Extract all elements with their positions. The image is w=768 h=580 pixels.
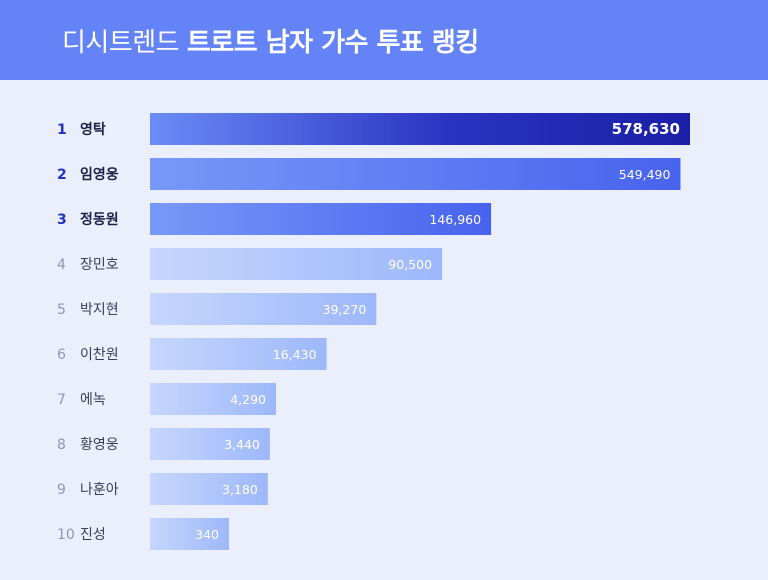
rank-label: 8 [57, 437, 66, 453]
singer-name: 박지현 [80, 302, 119, 318]
rank-label: 6 [57, 347, 66, 363]
bar [150, 248, 443, 280]
singer-name: 황영웅 [80, 437, 119, 453]
bar [150, 473, 268, 505]
singer-name: 에녹 [80, 392, 106, 408]
rank-label: 4 [57, 257, 66, 273]
singer-name: 진성 [80, 527, 106, 543]
value-label: 4,290 [230, 392, 266, 407]
bar [150, 293, 377, 325]
bar [150, 158, 681, 190]
rank-label: 9 [57, 482, 66, 498]
ranking-chart-svg: 1 영탁 578,630 2 임영웅 549,490 3 정동원 146,960 4 장민호 90,5… [57, 113, 690, 550]
brand-name: 디시트렌드 [62, 28, 180, 58]
value-label: 146,960 [429, 212, 481, 227]
singer-name: 장민호 [80, 257, 119, 273]
singer-name: 임영웅 [80, 166, 119, 183]
bar [150, 338, 327, 370]
bar [150, 203, 492, 235]
rank-label: 2 [57, 167, 67, 183]
value-label: 549,490 [619, 167, 671, 182]
singer-name: 정동원 [80, 211, 119, 228]
singer-name: 영탁 [80, 121, 106, 138]
value-label: 16,430 [273, 347, 317, 362]
singer-name: 이찬원 [80, 347, 119, 363]
value-label: 578,630 [612, 120, 680, 138]
singer-name: 나훈아 [80, 482, 119, 498]
ranking-chart: 1 영탁 578,630 2 임영웅 549,490 3 정동원 146,960 4 장민호 90,5… [0, 80, 768, 580]
value-label: 39,270 [323, 302, 367, 317]
rank-label: 5 [57, 302, 66, 318]
rank-label: 10 [57, 527, 75, 543]
rank-label: 3 [57, 212, 67, 228]
value-label: 340 [195, 527, 219, 542]
bar [150, 383, 277, 415]
bar [150, 518, 230, 550]
header-banner: 디시트렌드 트로트 남자 가수 투표 랭킹 [0, 0, 768, 80]
rank-label: 1 [57, 122, 67, 138]
chart-title: 트로트 남자 가수 투표 랭킹 [186, 28, 479, 58]
value-label: 3,180 [222, 482, 258, 497]
value-label: 90,500 [388, 257, 432, 272]
value-label: 3,440 [224, 437, 260, 452]
page-title: 디시트렌드 트로트 남자 가수 투표 랭킹 [62, 22, 479, 59]
bar [150, 113, 690, 145]
bar [150, 428, 270, 460]
rank-label: 7 [57, 392, 66, 408]
